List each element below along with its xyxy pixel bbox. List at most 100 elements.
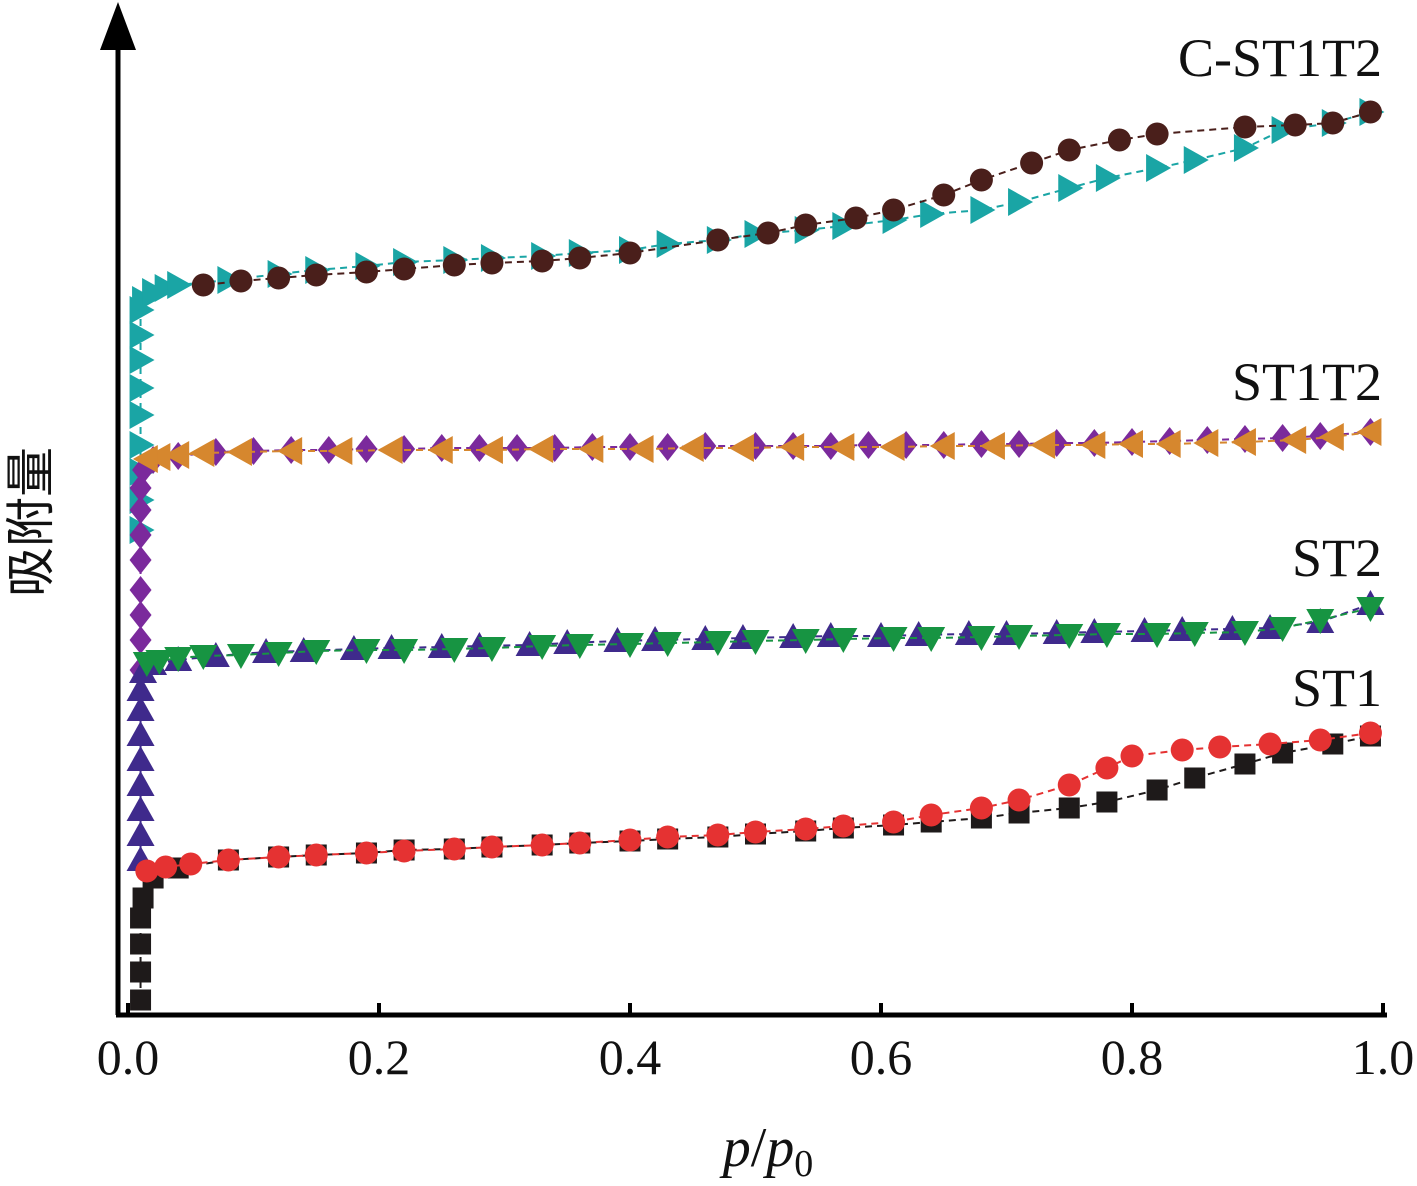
desorption-point [1356, 597, 1385, 622]
y-axis-label: 吸附量 [3, 447, 59, 597]
desorption-point [327, 437, 353, 465]
desorption-point [616, 633, 644, 658]
desorption-point [229, 269, 253, 293]
adsorption-point [129, 601, 152, 629]
desorption-point [1356, 418, 1382, 446]
desorption-point [882, 198, 906, 222]
desorption-point [741, 630, 770, 655]
series-st2 [126, 590, 1385, 871]
desorption-point [703, 631, 732, 656]
desorption-point [618, 828, 642, 852]
desorption-point [882, 810, 906, 834]
adsorption-point [129, 474, 152, 502]
adsorption-point [1058, 797, 1080, 819]
desorption-point [728, 434, 754, 462]
desorption-point [844, 206, 868, 230]
desorption-point [1155, 430, 1181, 458]
adsorption-point [126, 721, 155, 746]
desorption-point [304, 843, 328, 867]
desorption-point [267, 845, 291, 869]
adsorption-point [129, 374, 155, 402]
desorption-point [132, 652, 161, 677]
desorption-point [1107, 128, 1131, 152]
adsorption-point [1008, 430, 1031, 458]
adsorption-point [506, 434, 529, 462]
desorption-point [135, 859, 159, 883]
desorption-point [354, 260, 378, 284]
desorption-point [145, 443, 171, 471]
desorption-point [794, 817, 818, 841]
x-tick-label: 0.2 [348, 1029, 411, 1085]
x-tick-label: 1.0 [1352, 1029, 1415, 1085]
desorption-point [744, 820, 767, 844]
adsorption-point [1271, 116, 1297, 144]
desorption-point [264, 642, 293, 667]
adsorption-point [130, 961, 152, 983]
series-st1 [130, 721, 1382, 1011]
axes [100, 2, 1387, 1018]
adsorption-point [1183, 146, 1209, 174]
desorption-point [530, 249, 554, 273]
adsorption-point [970, 430, 993, 458]
desorption-point [879, 627, 908, 652]
desorption-point [528, 435, 554, 463]
curve-labels: C-ST1T2 ST1T2 ST2 ST1 [1178, 28, 1382, 718]
curve-label: C-ST1T2 [1178, 28, 1382, 88]
desorption-point [477, 637, 506, 662]
x-label-p0: p [762, 1117, 794, 1179]
desorption-point [1230, 621, 1259, 646]
adsorption-point [970, 196, 996, 224]
adsorption-point [167, 271, 193, 299]
desorption-point [1030, 431, 1056, 459]
desorption-point [1233, 115, 1257, 139]
desorption-point [1283, 113, 1307, 137]
curve-label: ST1T2 [1232, 352, 1382, 412]
desorption-point [919, 803, 943, 827]
desorption-point [653, 632, 682, 657]
desorption-point [706, 823, 730, 847]
desorption-point [442, 837, 466, 861]
desorption-point [929, 432, 955, 460]
adsorption-point [1234, 753, 1256, 775]
adsorption-point [1058, 174, 1084, 202]
desorption-point [1057, 773, 1081, 797]
adsorption-point [154, 274, 180, 302]
desorption-point [1321, 111, 1345, 135]
adsorption-point [1008, 188, 1034, 216]
adsorption-point [126, 821, 155, 846]
adsorption-point [130, 989, 152, 1011]
desorption-point [656, 825, 680, 849]
desorption-point [1120, 744, 1144, 768]
desorption-point [706, 228, 730, 252]
desorption-point [442, 253, 466, 277]
adsorption-point [656, 433, 679, 461]
y-axis-arrow-icon [100, 2, 136, 50]
desorption-point [477, 436, 503, 464]
desorption-point [1095, 756, 1119, 780]
desorption-point [154, 855, 178, 879]
desorption-point [528, 635, 557, 660]
desorption-point [565, 634, 594, 659]
x-axis-label: p/p0 [719, 1117, 814, 1181]
desorption-line [203, 111, 1371, 286]
desorption-point [879, 433, 905, 461]
x-ticks: 0.0 0.2 0.4 0.6 0.8 1.0 [97, 1003, 1415, 1085]
desorption-point [678, 434, 704, 462]
desorption-point [1281, 426, 1307, 454]
adsorption-point [920, 200, 946, 228]
desorption-point [979, 432, 1005, 460]
adsorption-point [142, 278, 168, 306]
desorption-point [1358, 100, 1382, 124]
desorption-point [189, 645, 218, 670]
adsorption-point [126, 796, 155, 821]
desorption-point [304, 263, 328, 287]
desorption-point [354, 841, 378, 865]
adsorption-point [130, 933, 152, 955]
desorption-point [756, 221, 780, 245]
x-tick-label: 0.8 [1101, 1029, 1164, 1085]
desorption-point [1170, 738, 1194, 762]
desorption-point [1145, 122, 1169, 146]
adsorption-point [1309, 422, 1332, 450]
desorption-point [1143, 623, 1172, 648]
